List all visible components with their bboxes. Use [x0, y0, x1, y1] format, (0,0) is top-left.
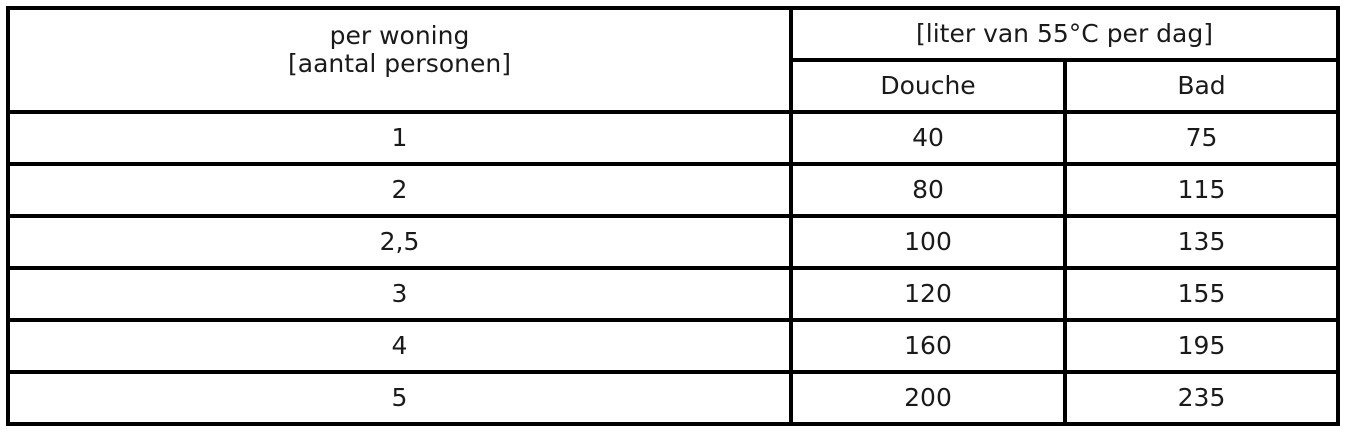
header-row: per woning [aantal personen] [liter van … — [6, 6, 1340, 114]
subheader-row: Douche Bad — [8, 58, 1340, 114]
cell-personen: 2,5 — [6, 214, 793, 270]
cell-bad: 115 — [1063, 162, 1340, 218]
header-bad: Bad — [1063, 58, 1340, 114]
cell-douche: 200 — [789, 370, 1067, 426]
header-persons: per woning [aantal personen] — [6, 6, 793, 114]
header-persons-line1: per woning — [329, 21, 470, 50]
cell-bad: 195 — [1063, 318, 1340, 374]
header-liters: [liter van 55°C per dag] — [789, 6, 1340, 62]
cell-douche: 100 — [789, 214, 1067, 270]
cell-personen: 4 — [6, 318, 793, 374]
cell-douche: 120 — [789, 266, 1067, 322]
table-row: 4 160 195 — [6, 318, 1340, 374]
cell-douche: 40 — [789, 110, 1067, 166]
water-usage-table: per woning [aantal personen] [liter van … — [6, 6, 1340, 426]
cell-bad: 135 — [1063, 214, 1340, 270]
header-douche: Douche — [789, 58, 1067, 114]
cell-douche: 80 — [789, 162, 1067, 218]
header-persons-line2: [aantal personen] — [288, 49, 511, 78]
cell-bad: 75 — [1063, 110, 1340, 166]
cell-personen: 5 — [6, 370, 793, 426]
cell-personen: 2 — [6, 162, 793, 218]
cell-bad: 235 — [1063, 370, 1340, 426]
cell-douche: 160 — [789, 318, 1067, 374]
table-row: 2,5 100 135 — [6, 214, 1340, 270]
table-row: 2 80 115 — [6, 162, 1340, 218]
table-row: 5 200 235 — [6, 370, 1340, 426]
cell-bad: 155 — [1063, 266, 1340, 322]
cell-personen: 1 — [6, 110, 793, 166]
table-row: 1 40 75 — [6, 110, 1340, 166]
cell-personen: 3 — [6, 266, 793, 322]
table-row: 3 120 155 — [6, 266, 1340, 322]
